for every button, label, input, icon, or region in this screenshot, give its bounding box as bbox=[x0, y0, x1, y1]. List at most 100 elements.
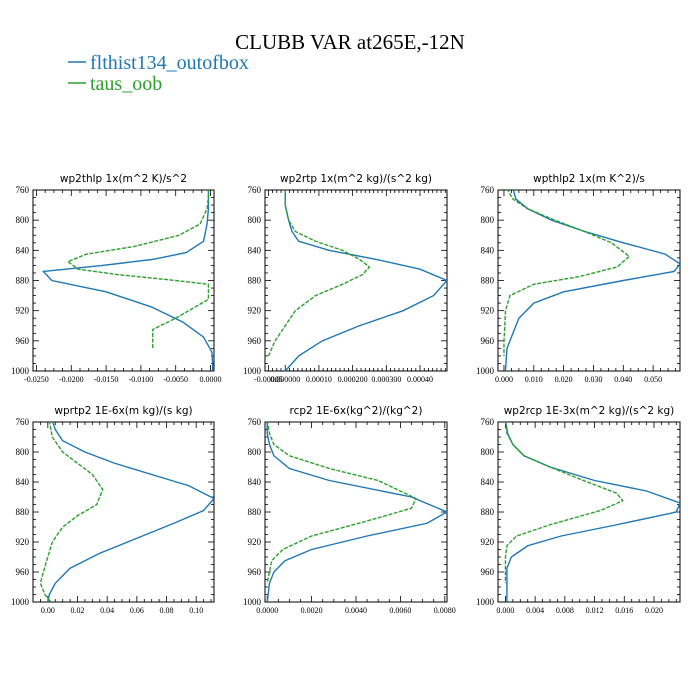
x-tick-label: 0.06 bbox=[130, 606, 144, 615]
y-tick-label: 760 bbox=[16, 185, 30, 195]
x-tick-label: -0.0100 bbox=[129, 375, 154, 384]
x-tick-label: 0.0060 bbox=[389, 606, 411, 615]
x-tick-label: 0.02 bbox=[71, 606, 85, 615]
series-line-flthist134-outofbox bbox=[504, 422, 680, 602]
y-tick-label: 880 bbox=[16, 276, 30, 286]
x-tick-label: -0.0250 bbox=[24, 375, 49, 384]
x-tick-label: 0.030 bbox=[584, 375, 602, 384]
panel-1: wp2thlp 1x(m^2 K)/s^2 760 800 840 880 920 960 1… bbox=[11, 173, 222, 384]
y-tick-label: 920 bbox=[16, 306, 30, 316]
y-tick-label: 920 bbox=[248, 306, 262, 316]
y-tick-label: 960 bbox=[16, 336, 30, 346]
x-tick-label: 0.00040 bbox=[407, 375, 433, 384]
x-tick-label: 0.0000 bbox=[200, 375, 222, 384]
series-line-flthist134-outofbox bbox=[504, 190, 680, 371]
y-tick-label: 1000 bbox=[11, 597, 30, 607]
y-tick-label: 800 bbox=[16, 447, 30, 457]
y-tick-label: 920 bbox=[16, 537, 30, 547]
y-tick-label: 880 bbox=[481, 507, 495, 517]
y-tick-label: 1000 bbox=[11, 366, 30, 376]
series-line-flthist134-outofbox bbox=[266, 422, 447, 602]
x-tick-label: 0.0020 bbox=[301, 606, 323, 615]
panel-title: rcp2 1E-6x(kg^2)/(kg^2) bbox=[290, 405, 423, 417]
series-group bbox=[504, 422, 680, 602]
y-tick-label: 920 bbox=[481, 306, 495, 316]
legend-label-taus: taus_oob bbox=[90, 73, 162, 95]
x-tick-label: 0.04 bbox=[100, 606, 114, 615]
series-line-flthist134-outofbox bbox=[41, 190, 214, 371]
x-tick-label: 0.0040 bbox=[345, 606, 367, 615]
panel-title: wpthlp2 1x(m K^2)/s bbox=[533, 173, 645, 185]
x-tick-label: 0.004 bbox=[526, 606, 544, 615]
y-tick-label: 880 bbox=[248, 276, 262, 286]
series-group bbox=[503, 190, 680, 371]
plot-frame bbox=[264, 421, 448, 603]
panel-3: wpthlp2 1x(m K^2)/s 760 800 840 880 920 960 100… bbox=[476, 173, 681, 384]
y-tick-label: 880 bbox=[16, 507, 30, 517]
y-tick-label: 760 bbox=[16, 417, 30, 427]
series-line-flthist134-outofbox bbox=[284, 190, 447, 371]
panel-4: wprtp2 1E-6x(m kg)/(s kg) 760 800 840 880 920… bbox=[11, 405, 215, 615]
y-tick-label: 1000 bbox=[243, 597, 262, 607]
y-tick-label: 960 bbox=[481, 567, 495, 577]
series-line-taus-oob bbox=[504, 422, 624, 584]
y-tick-label: 920 bbox=[248, 537, 262, 547]
legend-label-outofbox: flthist134_outofbox bbox=[90, 52, 249, 74]
y-tick-label: 840 bbox=[16, 477, 30, 487]
plot-frame bbox=[497, 189, 681, 372]
x-tick-label: 0.000000 bbox=[270, 375, 300, 384]
x-tick-label: 0.012 bbox=[586, 606, 604, 615]
plot-frame bbox=[32, 189, 215, 372]
series-group bbox=[39, 422, 214, 602]
x-tick-label: 0.000200 bbox=[338, 375, 368, 384]
legend: flthist134_outofbox taus_oob bbox=[68, 52, 249, 95]
x-tick-label: -0.0150 bbox=[94, 375, 119, 384]
y-tick-label: 800 bbox=[481, 447, 495, 457]
y-tick-label: 840 bbox=[481, 245, 495, 255]
x-tick-label: -0.0050 bbox=[163, 375, 188, 384]
y-tick-label: 800 bbox=[248, 215, 262, 225]
series-line-taus-oob bbox=[266, 422, 417, 584]
x-tick-label: 0.000300 bbox=[371, 375, 401, 384]
panel-title: wp2thlp 1x(m^2 K)/s^2 bbox=[60, 173, 187, 185]
y-tick-label: 840 bbox=[248, 477, 262, 487]
y-tick-label: 760 bbox=[248, 185, 262, 195]
x-tick-label: 0.008 bbox=[556, 606, 574, 615]
panel-title: wprtp2 1E-6x(m kg)/(s kg) bbox=[54, 405, 192, 417]
y-tick-label: 960 bbox=[248, 336, 262, 346]
x-tick-label: 0.08 bbox=[160, 606, 174, 615]
x-tick-label: 0.040 bbox=[614, 375, 632, 384]
y-tick-label: 920 bbox=[481, 537, 495, 547]
panel-5: rcp2 1E-6x(kg^2)/(kg^2) 760 800 840 880 920 96… bbox=[243, 405, 456, 615]
x-tick-label: 0.0080 bbox=[434, 606, 456, 615]
y-tick-label: 1000 bbox=[243, 366, 262, 376]
y-tick-label: 760 bbox=[248, 417, 262, 427]
x-tick-label: 0.00010 bbox=[306, 375, 332, 384]
panel-title: wp2rtp 1x(m^2 kg)/(s^2 kg) bbox=[280, 173, 432, 185]
y-tick-label: 840 bbox=[248, 245, 262, 255]
x-tick-label: 0.016 bbox=[615, 606, 633, 615]
y-tick-label: 960 bbox=[248, 567, 262, 577]
panel-6: wp2rcp 1E-3x(m^2 kg)/(s^2 kg) 760 800 840 88… bbox=[476, 405, 681, 615]
x-tick-label: -0.00005 bbox=[254, 375, 283, 384]
y-tick-label: 840 bbox=[16, 245, 30, 255]
y-tick-label: 880 bbox=[481, 276, 495, 286]
panel-title: wp2rcp 1E-3x(m^2 kg)/(s^2 kg) bbox=[504, 405, 675, 417]
y-tick-label: 880 bbox=[248, 507, 262, 517]
series-line-taus-oob bbox=[66, 190, 210, 349]
series-line-flthist134-outofbox bbox=[47, 422, 214, 602]
y-tick-label: 960 bbox=[16, 567, 30, 577]
series-line-taus-oob bbox=[39, 422, 104, 602]
x-tick-label: -0.0200 bbox=[59, 375, 84, 384]
plot-panels: wp2thlp 1x(m^2 K)/s^2 760 800 840 880 920 960 1… bbox=[11, 173, 681, 615]
y-tick-label: 760 bbox=[481, 417, 495, 427]
series-line-taus-oob bbox=[267, 190, 371, 357]
y-tick-label: 800 bbox=[481, 215, 495, 225]
y-tick-label: 800 bbox=[16, 215, 30, 225]
y-tick-label: 1000 bbox=[476, 597, 495, 607]
y-tick-label: 800 bbox=[248, 447, 262, 457]
series-group bbox=[41, 190, 214, 371]
x-tick-label: 0.000 bbox=[496, 606, 514, 615]
x-tick-label: 0.010 bbox=[525, 375, 543, 384]
